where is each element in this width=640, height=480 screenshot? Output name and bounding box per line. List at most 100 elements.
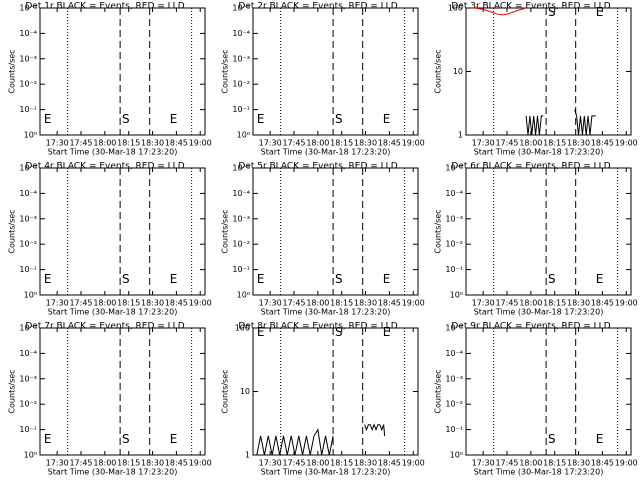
y-tick-label: 1 — [245, 451, 250, 460]
annotation: S — [335, 325, 343, 339]
y-tick-label: 10⁻⁵ — [232, 4, 250, 13]
y-tick-label: 10⁻¹ — [19, 425, 37, 434]
x-tick-label: 18:45 — [378, 299, 401, 308]
x-axis-label: Start Time (30-Mar-18 17:23:20) — [48, 308, 178, 317]
y-axis-label: Counts/sec — [8, 209, 17, 253]
y-axis-label: Counts/sec — [434, 369, 443, 413]
plot-frame — [252, 7, 419, 136]
y-tick-label: 10⁻¹ — [19, 265, 37, 274]
x-tick-label: 19:00 — [402, 459, 425, 468]
chart-title: Det 6r BLACK = Events, RED = LLD — [451, 162, 610, 172]
x-tick-label: 17:30 — [259, 299, 282, 308]
x-tick-label: 18:15 — [117, 459, 140, 468]
y-tick-label: 10⁻³ — [232, 54, 250, 63]
plot-frame — [39, 7, 206, 136]
series-line — [256, 423, 386, 456]
x-tick-label: 18:30 — [141, 459, 164, 468]
y-tick-label: 10⁻¹ — [19, 105, 37, 114]
annotation: E — [257, 112, 265, 126]
annotation: S — [335, 272, 343, 286]
x-tick-label: 17:30 — [472, 299, 495, 308]
y-tick-label: 10⁻² — [232, 240, 250, 249]
chart-title: Det 5r BLACK = Events, RED = LLD — [238, 162, 397, 172]
x-tick-label: 17:30 — [46, 299, 69, 308]
annotation: S — [548, 272, 556, 286]
x-tick-label: 19:00 — [189, 459, 212, 468]
y-tick-label: 100 — [448, 4, 463, 13]
x-axis-label: Start Time (30-Mar-18 17:23:20) — [261, 308, 391, 317]
y-tick-label: 10⁰ — [450, 291, 463, 300]
chart-title: Det 4r BLACK = Events, RED = LLD — [25, 162, 184, 172]
x-tick-label: 19:00 — [402, 299, 425, 308]
x-tick-label: 18:45 — [591, 299, 614, 308]
x-tick-label: 18:00 — [306, 299, 329, 308]
x-tick-label: 18:00 — [93, 139, 116, 148]
y-tick-label: 10⁰ — [24, 451, 37, 460]
x-tick-label: 18:45 — [591, 139, 614, 148]
y-axis-label: Counts/sec — [221, 49, 230, 93]
annotation: E — [44, 432, 52, 446]
chart-title: Det 7r BLACK = Events, RED = LLD — [25, 322, 184, 332]
y-tick-label: 10⁻¹ — [445, 265, 463, 274]
x-tick-label: 17:45 — [282, 459, 305, 468]
x-tick-label: 18:15 — [117, 299, 140, 308]
y-tick-label: 10⁻¹ — [232, 265, 250, 274]
y-tick-label: 10⁰ — [450, 451, 463, 460]
x-tick-label: 18:00 — [519, 299, 542, 308]
chart-title: Det 1r BLACK = Events, RED = LLD — [25, 2, 184, 12]
y-tick-label: 100 — [235, 324, 250, 333]
y-tick-label: 10⁰ — [237, 291, 250, 300]
annotation: S — [122, 432, 130, 446]
plot-frame — [252, 327, 419, 456]
x-tick-label: 18:00 — [519, 459, 542, 468]
x-axis-label: Start Time (30-Mar-18 17:23:20) — [474, 468, 604, 477]
x-tick-label: 18:30 — [354, 299, 377, 308]
x-axis-label: Start Time (30-Mar-18 17:23:20) — [261, 148, 391, 157]
y-axis-label: Counts/sec — [8, 49, 17, 93]
x-tick-label: 18:30 — [141, 139, 164, 148]
x-tick-label: 18:00 — [93, 459, 116, 468]
plot-frame — [465, 327, 632, 456]
x-tick-label: 18:30 — [567, 139, 590, 148]
x-tick-label: 17:45 — [69, 299, 92, 308]
chart-title: Det 3r BLACK = Events, RED = LLD — [451, 2, 610, 12]
annotation: E — [383, 325, 391, 339]
x-tick-label: 19:00 — [615, 299, 638, 308]
y-tick-label: 10⁻⁴ — [19, 29, 37, 38]
chart-title: Det 8r BLACK = Events, RED = LLD — [238, 322, 397, 332]
x-tick-label: 17:30 — [259, 139, 282, 148]
y-tick-label: 10⁻¹ — [445, 425, 463, 434]
y-tick-label: 10⁰ — [24, 291, 37, 300]
y-axis-label: Counts/sec — [434, 49, 443, 93]
y-tick-label: 10 — [453, 67, 463, 76]
annotation: E — [44, 112, 52, 126]
y-tick-label: 10⁻⁴ — [232, 189, 250, 198]
x-tick-label: 18:00 — [93, 299, 116, 308]
annotation: E — [257, 325, 265, 339]
y-axis-label: Counts/sec — [434, 209, 443, 253]
annotation: E — [170, 112, 178, 126]
chart-title: Det 2r BLACK = Events, RED = LLD — [238, 2, 397, 12]
x-tick-label: 17:30 — [46, 459, 69, 468]
y-tick-label: 10⁻⁴ — [19, 349, 37, 358]
x-axis-label: Start Time (30-Mar-18 17:23:20) — [48, 468, 178, 477]
y-axis-label: Counts/sec — [221, 209, 230, 253]
y-tick-label: 10 — [240, 387, 250, 396]
x-tick-label: 19:00 — [615, 459, 638, 468]
x-tick-label: 18:45 — [165, 139, 188, 148]
y-tick-label: 10⁻² — [445, 240, 463, 249]
y-tick-label: 10⁻¹ — [232, 105, 250, 114]
series-line — [525, 109, 596, 136]
y-tick-label: 10⁻⁴ — [19, 189, 37, 198]
y-tick-label: 10⁻² — [19, 400, 37, 409]
x-tick-label: 19:00 — [615, 139, 638, 148]
x-tick-label: 18:45 — [165, 299, 188, 308]
y-tick-label: 10⁻³ — [445, 214, 463, 223]
x-tick-label: 17:30 — [259, 459, 282, 468]
y-tick-label: 10⁻⁵ — [445, 164, 463, 173]
y-tick-label: 10⁰ — [237, 131, 250, 140]
x-tick-label: 19:00 — [189, 139, 212, 148]
annotation: E — [383, 112, 391, 126]
x-tick-label: 18:15 — [330, 459, 353, 468]
